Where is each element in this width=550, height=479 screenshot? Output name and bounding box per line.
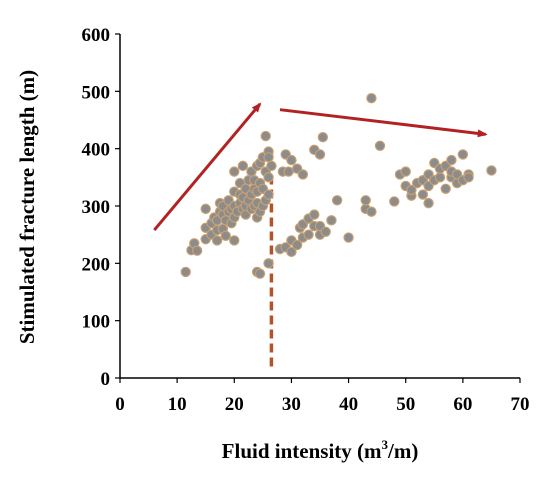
data-point	[283, 166, 294, 177]
y-tick-label: 500	[82, 82, 111, 103]
x-tick-label: 30	[282, 394, 301, 415]
data-point	[366, 93, 377, 104]
y-tick-label: 600	[82, 25, 111, 46]
data-point	[263, 172, 274, 183]
data-point	[331, 195, 343, 206]
data-point	[423, 197, 434, 209]
data-point	[400, 166, 411, 177]
x-tick-label: 0	[115, 394, 125, 415]
data-point	[360, 195, 371, 206]
data-point	[263, 152, 274, 163]
data-point	[309, 209, 320, 220]
y-axis-label: Stimulated fracture length (m)	[15, 70, 39, 344]
data-point	[457, 149, 469, 160]
x-tick-label: 50	[396, 394, 415, 415]
x-axis-label: Fluid intensity (m3/m)	[222, 437, 419, 463]
data-point	[229, 235, 240, 246]
data-point	[320, 226, 331, 237]
x-tick-label: 10	[168, 394, 187, 415]
data-point	[343, 232, 354, 243]
data-point	[260, 130, 271, 142]
data-point	[254, 268, 266, 279]
data-point	[434, 172, 446, 183]
data-point	[440, 183, 451, 194]
data-point	[286, 246, 297, 258]
ticks: 0 10 20 30 40 50 60 70 0 100 200 300 400 500 600	[82, 25, 530, 415]
data-point	[191, 245, 203, 256]
data-point	[220, 230, 231, 242]
data-point	[286, 154, 297, 166]
x-tick-label: 20	[225, 394, 244, 415]
data-point	[211, 235, 223, 246]
y-tick-label: 100	[82, 312, 111, 333]
data-point	[417, 189, 429, 200]
data-point	[229, 166, 240, 177]
axes	[119, 34, 520, 379]
trend-arrow	[279, 108, 488, 138]
y-tick-label: 200	[82, 254, 111, 275]
data-point	[374, 140, 386, 151]
data-point	[237, 160, 249, 172]
data-point	[266, 160, 277, 172]
data-point	[389, 196, 400, 207]
data-point	[486, 165, 497, 176]
data-point	[291, 239, 303, 251]
y-tick-label: 300	[82, 197, 111, 218]
data-point	[314, 149, 326, 160]
y-tick-label: 0	[101, 369, 111, 390]
data-point	[326, 215, 337, 226]
data-point	[263, 258, 274, 269]
data-point	[366, 206, 377, 217]
data-points	[180, 93, 497, 279]
data-point	[317, 131, 329, 143]
data-point	[297, 169, 309, 180]
data-point	[406, 184, 417, 196]
annotations	[153, 102, 488, 367]
x-tick-label: 40	[339, 394, 358, 415]
data-point	[180, 266, 191, 278]
data-point	[463, 172, 474, 183]
data-point	[200, 203, 211, 215]
x-tick-label: 70	[511, 394, 530, 415]
data-point	[303, 229, 314, 240]
trend-arrow	[153, 102, 262, 232]
x-tick-label: 60	[453, 394, 472, 415]
data-point	[446, 154, 457, 166]
data-point	[263, 189, 274, 200]
y-tick-label: 400	[82, 140, 111, 161]
